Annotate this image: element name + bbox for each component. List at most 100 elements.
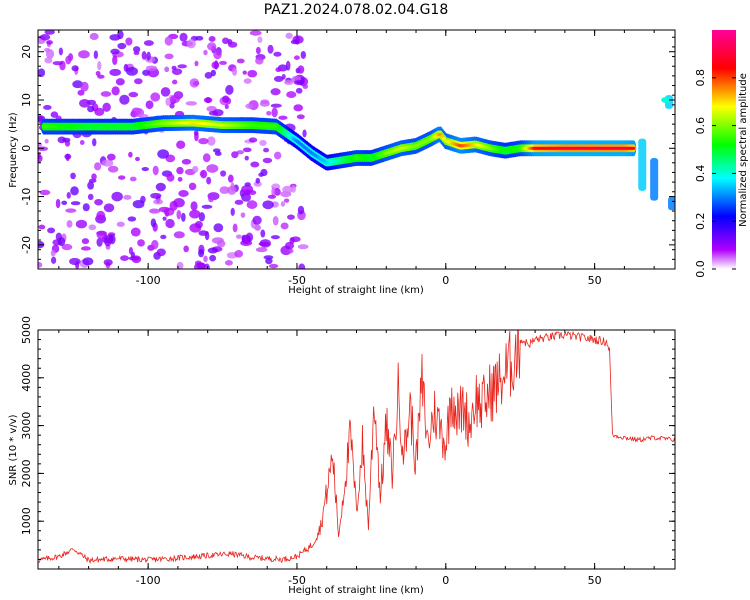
spectrogram-noise bbox=[284, 79, 294, 85]
spectrogram-noise bbox=[80, 246, 91, 251]
spectrogram-noise bbox=[297, 205, 305, 215]
spectrogram-noise bbox=[247, 69, 258, 78]
spectrogram-noise bbox=[203, 255, 208, 263]
spectrogram-noise bbox=[87, 181, 95, 190]
spectrogram-noise bbox=[232, 67, 237, 76]
spectrogram-noise bbox=[150, 208, 158, 214]
spectrogram-noise bbox=[102, 102, 111, 112]
spectrogram-noise bbox=[178, 190, 189, 197]
spectrogram-noise bbox=[213, 223, 224, 233]
spectrogram-noise bbox=[271, 107, 278, 118]
spectrogram-noise bbox=[166, 173, 175, 182]
spectrogram-noise bbox=[241, 184, 254, 194]
spectrogram-noise bbox=[259, 100, 270, 107]
spectrogram-noise bbox=[75, 219, 88, 229]
x-tick-label: 0 bbox=[442, 274, 449, 287]
spectrogram-noise bbox=[127, 216, 137, 222]
spectrogram-noise bbox=[176, 140, 186, 150]
spectrogram-noise bbox=[179, 32, 188, 42]
spectrogram-noise bbox=[224, 260, 233, 266]
spectrogram-noise bbox=[162, 216, 167, 221]
spectrogram-noise bbox=[300, 50, 307, 59]
spectrogram-noise bbox=[112, 55, 118, 66]
spectrogram-noise bbox=[209, 254, 217, 262]
spectrogram-noise bbox=[258, 172, 264, 177]
spectrogram-noise bbox=[164, 36, 173, 46]
spectrogram-noise bbox=[194, 60, 199, 67]
spectrogram-noise bbox=[188, 182, 197, 191]
spectrogram-noise bbox=[203, 49, 208, 56]
spectrogram-noise bbox=[283, 198, 290, 203]
spectrogram-noise bbox=[145, 100, 154, 110]
spectrogram-noise bbox=[240, 212, 246, 218]
spectrogram-noise bbox=[232, 223, 238, 233]
spectrogram-noise bbox=[278, 115, 288, 120]
spectrogram-noise bbox=[204, 263, 210, 269]
spectrogram-noise bbox=[111, 86, 120, 96]
spectrogram-noise bbox=[61, 243, 73, 251]
spectrogram-noise bbox=[195, 35, 204, 41]
spectrogram-noise bbox=[287, 214, 295, 220]
spectrogram-noise bbox=[198, 230, 209, 236]
colorbar-tick-label: 0.2 bbox=[694, 212, 707, 230]
spectrogram-noise bbox=[106, 153, 116, 161]
spectrogram-noise bbox=[177, 176, 183, 182]
spectrogram-noise bbox=[50, 256, 57, 264]
spectrogram-noise bbox=[94, 162, 102, 171]
snr-x-axis-label: Height of straight line (km) bbox=[288, 585, 424, 596]
spectrogram-noise bbox=[230, 207, 235, 217]
spectrogram-noise bbox=[100, 91, 112, 97]
spectrogram-noise bbox=[219, 60, 227, 65]
spectrogram-noise bbox=[50, 249, 56, 257]
spectrogram-noise bbox=[262, 157, 273, 164]
spectrogram-noise bbox=[236, 150, 245, 155]
spectrogram-noise bbox=[288, 248, 294, 254]
spectrogram-noise bbox=[194, 131, 199, 142]
spectrogram-noise bbox=[280, 201, 286, 207]
spectrogram-noise bbox=[194, 262, 206, 269]
spectrogram-noise bbox=[50, 111, 59, 118]
spectrogram-noise bbox=[296, 114, 305, 120]
spectrogram-noise bbox=[234, 199, 244, 205]
spectrogram-noise bbox=[265, 257, 273, 265]
spectrogram-noise bbox=[203, 97, 213, 103]
spectrogram-noise bbox=[61, 200, 68, 206]
snr-marks bbox=[38, 330, 675, 565]
spectrogram-noise bbox=[153, 199, 164, 205]
spectrogram-noise bbox=[297, 244, 309, 250]
spectrogram-noise bbox=[125, 37, 133, 46]
spectrogram-noise bbox=[253, 181, 262, 187]
spectrogram-marks bbox=[38, 30, 675, 269]
spectrogram-noise bbox=[44, 30, 55, 35]
spectrogram-noise bbox=[222, 95, 230, 103]
spectrogram-noise bbox=[271, 186, 276, 197]
spectrogram-noise bbox=[236, 58, 245, 64]
spectrogram-noise bbox=[87, 193, 94, 201]
y-tick-label: 4000 bbox=[20, 364, 33, 392]
spectrogram-noise bbox=[171, 79, 178, 85]
colorbar-tick-label: 0.6 bbox=[694, 117, 707, 135]
spectrogram-noise bbox=[101, 159, 114, 167]
x-tick-label: 0 bbox=[442, 574, 449, 587]
spectrogram-noise bbox=[117, 42, 127, 50]
spectrogram-noise bbox=[157, 149, 169, 159]
spectrogram-noise bbox=[189, 209, 201, 219]
spectrogram-noise bbox=[96, 210, 106, 221]
colorbar-tick-label: 0.0 bbox=[694, 260, 707, 278]
spectrogram-noise bbox=[241, 192, 252, 202]
spectrogram-noise bbox=[234, 249, 244, 258]
spectrogram-noise bbox=[297, 65, 305, 74]
snr-y-axis-label: SNR (10 * v/v) bbox=[8, 414, 19, 485]
spectrogram-noise bbox=[82, 257, 94, 266]
spectrogram-noise bbox=[65, 55, 72, 65]
spectrogram-noise bbox=[158, 206, 171, 213]
spectrogram-noise bbox=[192, 81, 200, 86]
y-tick-label: 3000 bbox=[20, 412, 33, 440]
spectrogram-noise bbox=[103, 203, 115, 213]
spectrogram-noise bbox=[79, 98, 91, 108]
spectrogram-noise bbox=[181, 212, 186, 222]
spectrogram-noise bbox=[219, 186, 230, 194]
spectrogram-y-axis-label: Frequency (Hz) bbox=[8, 112, 19, 188]
spectrogram-noise bbox=[92, 138, 97, 147]
